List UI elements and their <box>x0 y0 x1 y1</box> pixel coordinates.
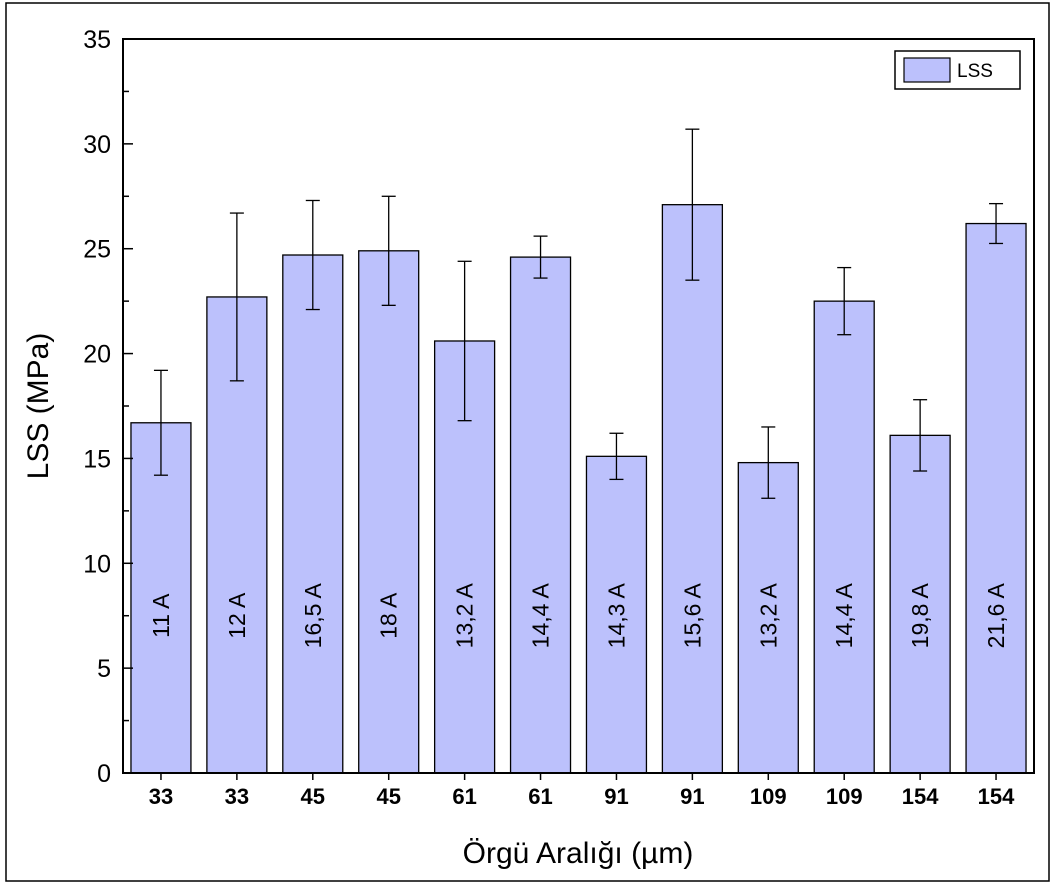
bar-labels-layer: 11 A 12 A 16,5 A 18 A 13,2 A 14,4 A 14,3 A 15,6… <box>148 582 1009 648</box>
bar-data-label: 21,6 A <box>983 582 1009 648</box>
x-tick-label: 33 <box>225 784 249 809</box>
bar <box>358 250 420 774</box>
bars-layer <box>130 204 1027 774</box>
bar <box>813 300 875 774</box>
y-tick-label: 0 <box>97 760 111 788</box>
bar-data-label: 14,4 A <box>831 582 857 648</box>
x-tick-label: 154 <box>902 784 939 809</box>
x-tick-label: 91 <box>604 784 628 809</box>
bar-data-label: 14,3 A <box>603 582 629 648</box>
y-axis-title: LSS (MPa) <box>22 333 55 480</box>
bar-data-label: 13,2 A <box>452 582 478 648</box>
bar <box>965 222 1027 774</box>
y-tick-label: 35 <box>83 26 111 54</box>
bar-data-label: 15,6 A <box>679 582 705 648</box>
bar-data-label: 13,2 A <box>755 582 781 648</box>
bar <box>889 434 951 774</box>
y-tick-label: 20 <box>83 341 111 369</box>
x-tick-label: 45 <box>376 784 400 809</box>
bar-data-label: 16,5 A <box>300 582 326 648</box>
y-tick-label: 5 <box>97 655 111 683</box>
y-tick-label: 30 <box>83 131 111 159</box>
x-axis: 33 33 45 45 61 61 91 91 109 109 154 154 <box>149 773 1015 809</box>
x-tick-label: 109 <box>826 784 863 809</box>
x-tick-label: 91 <box>680 784 704 809</box>
legend: LSS <box>894 50 1021 90</box>
y-tick-label: 25 <box>83 236 111 264</box>
bar-data-label: 11 A <box>148 593 174 638</box>
bar-data-label: 19,8 A <box>907 582 933 648</box>
x-tick-label: 109 <box>750 784 787 809</box>
x-tick-label: 33 <box>149 784 173 809</box>
bar <box>661 204 724 774</box>
bar-data-label: 14,4 A <box>528 582 554 648</box>
figure-frame <box>5 2 1050 882</box>
y-axis: 0 5 10 15 20 25 30 35 <box>83 26 133 788</box>
legend-label: LSS <box>957 61 993 82</box>
error-bars-layer <box>153 128 1004 499</box>
y-tick-label: 10 <box>83 550 111 578</box>
x-tick-label: 154 <box>978 784 1015 809</box>
bar <box>585 455 648 774</box>
bar-data-label: 18 A <box>376 592 402 639</box>
x-tick-label: 45 <box>301 784 325 809</box>
bar <box>282 254 344 774</box>
legend-swatch <box>903 57 951 83</box>
bar <box>509 256 572 774</box>
y-tick-label: 15 <box>83 445 111 473</box>
x-tick-label: 61 <box>452 784 476 809</box>
x-axis-title: Örgü Aralığı (µm) <box>463 837 694 870</box>
bar-data-label: 12 A <box>224 592 250 639</box>
x-tick-label: 61 <box>528 784 552 809</box>
